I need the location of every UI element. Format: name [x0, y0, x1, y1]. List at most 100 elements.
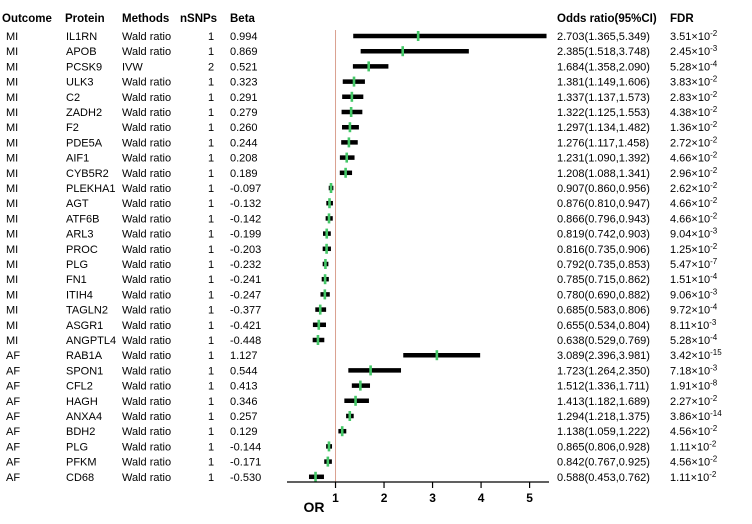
- row-method: Wald ratio: [122, 426, 171, 438]
- row-beta: 0.869: [230, 46, 258, 58]
- forest-row: MI ZADH2 Wald ratio 1 0.279 1.322(1.125,1.553…: [6, 105, 718, 119]
- row-beta: 0.208: [230, 153, 258, 165]
- row-method: Wald ratio: [122, 168, 171, 180]
- row-or-ci: 0.785(0.715,0.862): [557, 274, 650, 286]
- row-beta: 0.260: [230, 122, 258, 134]
- fdr-mantissa: 9.06: [670, 289, 691, 301]
- row-protein: APOB: [66, 46, 97, 58]
- fdr-mantissa: 2.72: [670, 137, 691, 149]
- row-outcome: AF: [6, 381, 20, 393]
- row-fdr: 5.28×10-4: [670, 59, 718, 73]
- row-method: Wald ratio: [122, 305, 171, 317]
- row-method: IVW: [122, 61, 143, 73]
- row-method: Wald ratio: [122, 137, 171, 149]
- fdr-times: ×10: [691, 320, 710, 332]
- row-beta: 0.279: [230, 107, 258, 119]
- fdr-times: ×10: [691, 61, 710, 73]
- fdr-times: ×10: [691, 426, 710, 438]
- fdr-mantissa: 4.66: [670, 213, 691, 225]
- row-beta: -0.232: [230, 259, 261, 271]
- row-protein: CD68: [66, 472, 94, 484]
- fdr-mantissa: 1.11: [670, 472, 691, 484]
- row-outcome: MI: [6, 31, 18, 43]
- row-fdr: 3.42×10-15: [670, 348, 722, 362]
- row-nsnps: 1: [208, 441, 214, 453]
- row-protein: ATF6B: [66, 213, 99, 225]
- row-protein: PCSK9: [66, 61, 102, 73]
- row-protein: AIF1: [66, 153, 89, 165]
- forest-row: AF BDH2 Wald ratio 1 0.129 1.138(1.059,1.222)…: [6, 424, 718, 438]
- row-or-ci: 0.792(0.735,0.853): [557, 259, 650, 271]
- row-outcome: MI: [6, 274, 18, 286]
- row-fdr: 4.56×10-2: [670, 424, 718, 438]
- row-fdr: 5.47×10-7: [670, 257, 718, 271]
- row-nsnps: 1: [208, 350, 214, 362]
- fdr-mantissa: 4.66: [670, 198, 691, 210]
- row-protein: IL1RN: [66, 31, 97, 43]
- row-outcome: AF: [6, 365, 20, 377]
- row-nsnps: 1: [208, 381, 214, 393]
- forest-row: AF ANXA4 Wald ratio 1 0.257 1.294(1.218,1.375…: [6, 409, 722, 423]
- fdr-exponent: -2: [710, 90, 718, 99]
- row-or-ci: 0.842(0.767,0.925): [557, 457, 650, 469]
- forest-row: AF CFL2 Wald ratio 1 0.413 1.512(1.336,1.711)…: [6, 379, 718, 393]
- row-nsnps: 2: [208, 61, 214, 73]
- row-beta: 0.544: [230, 365, 258, 377]
- row-outcome: AF: [6, 411, 20, 423]
- row-nsnps: 1: [208, 305, 214, 317]
- row-or-ci: 1.231(1.090,1.392): [557, 153, 650, 165]
- row-outcome: MI: [6, 92, 18, 104]
- row-outcome: AF: [6, 457, 20, 469]
- row-or-ci: 2.385(1.518,3.748): [557, 46, 650, 58]
- row-method: Wald ratio: [122, 213, 171, 225]
- x-tick-label: 5: [526, 491, 533, 505]
- row-or-ci: 3.089(2.396,3.981): [557, 350, 650, 362]
- forest-row: AF HAGH Wald ratio 1 0.346 1.413(1.182,1.689)…: [6, 394, 718, 408]
- fdr-times: ×10: [691, 31, 710, 43]
- row-protein: C2: [66, 92, 80, 104]
- row-protein: PROC: [66, 244, 98, 256]
- fdr-mantissa: 1.25: [670, 244, 691, 256]
- row-or-ci: 0.780(0.690,0.882): [557, 289, 650, 301]
- row-protein: ZADH2: [66, 107, 102, 119]
- row-outcome: MI: [6, 335, 18, 347]
- row-outcome: MI: [6, 137, 18, 149]
- row-or-ci: 1.322(1.125,1.553): [557, 107, 650, 119]
- row-method: Wald ratio: [122, 381, 171, 393]
- header-beta: Beta: [230, 13, 256, 25]
- fdr-exponent: -2: [710, 242, 718, 251]
- row-nsnps: 1: [208, 274, 214, 286]
- row-outcome: MI: [6, 77, 18, 89]
- row-beta: 0.323: [230, 77, 258, 89]
- forest-row: MI PCSK9 IVW 2 0.521 1.684(1.358,2.090) 5.28×1…: [6, 59, 718, 73]
- row-or-ci: 1.512(1.336,1.711): [557, 381, 649, 393]
- row-nsnps: 1: [208, 31, 214, 43]
- row-protein: ITIH4: [66, 289, 93, 301]
- fdr-times: ×10: [691, 137, 710, 149]
- row-outcome: MI: [6, 213, 18, 225]
- row-or-ci: 1.208(1.088,1.341): [557, 168, 650, 180]
- row-beta: -0.530: [230, 472, 261, 484]
- row-protein: PDE5A: [66, 137, 103, 149]
- fdr-exponent: -2: [710, 181, 718, 190]
- fdr-exponent: -2: [710, 196, 718, 205]
- row-nsnps: 1: [208, 244, 214, 256]
- row-outcome: MI: [6, 198, 18, 210]
- row-method: Wald ratio: [122, 198, 171, 210]
- forest-row: MI ANGPTL4 Wald ratio 1 -0.448 0.638(0.529,0.…: [6, 333, 718, 347]
- forest-row: MI IL1RN Wald ratio 1 0.994 2.703(1.365,5.349…: [6, 29, 718, 43]
- row-beta: -0.144: [230, 441, 261, 453]
- row-outcome: AF: [6, 472, 20, 484]
- x-axis-label: OR: [304, 499, 325, 515]
- row-outcome: AF: [6, 426, 20, 438]
- row-or-ci: 0.816(0.735,0.906): [557, 244, 650, 256]
- row-method: Wald ratio: [122, 365, 171, 377]
- fdr-exponent: -2: [710, 120, 718, 129]
- row-outcome: AF: [6, 396, 20, 408]
- row-beta: 0.413: [230, 381, 258, 393]
- fdr-times: ×10: [691, 77, 710, 89]
- row-outcome: MI: [6, 259, 18, 271]
- fdr-mantissa: 1.36: [670, 122, 691, 134]
- fdr-times: ×10: [691, 411, 710, 423]
